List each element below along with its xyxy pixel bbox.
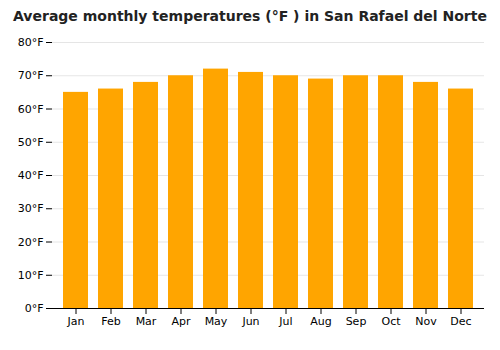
svg-text:Nov: Nov	[415, 315, 437, 328]
svg-text:0°F: 0°F	[25, 302, 44, 315]
svg-text:10°F: 10°F	[18, 269, 44, 282]
svg-text:30°F: 30°F	[18, 202, 44, 215]
svg-text:Jul: Jul	[278, 315, 292, 328]
svg-text:Feb: Feb	[101, 315, 120, 328]
svg-text:Aug: Aug	[310, 315, 331, 328]
html-text:Average monthly temperatures (: Average monthly temperatures (°F ) in Sa…	[13, 8, 487, 24]
svg-text:20°F: 20°F	[18, 236, 44, 249]
svg-text:Oct: Oct	[381, 315, 401, 328]
svg-text:May: May	[205, 315, 228, 328]
svg-text:40°F: 40°F	[18, 169, 44, 182]
svg-text:Apr: Apr	[171, 315, 191, 328]
svg-text:Jun: Jun	[241, 315, 259, 328]
svg-text:60°F: 60°F	[18, 103, 44, 116]
svg-text:Sep: Sep	[346, 315, 367, 328]
svg-text:70°F: 70°F	[18, 69, 44, 82]
svg-text:80°F: 80°F	[18, 36, 44, 49]
svg-text:Jan: Jan	[67, 315, 85, 328]
svg-text:Mar: Mar	[136, 315, 157, 328]
svg-text:Dec: Dec	[450, 315, 471, 328]
svg-text:50°F: 50°F	[18, 136, 44, 149]
